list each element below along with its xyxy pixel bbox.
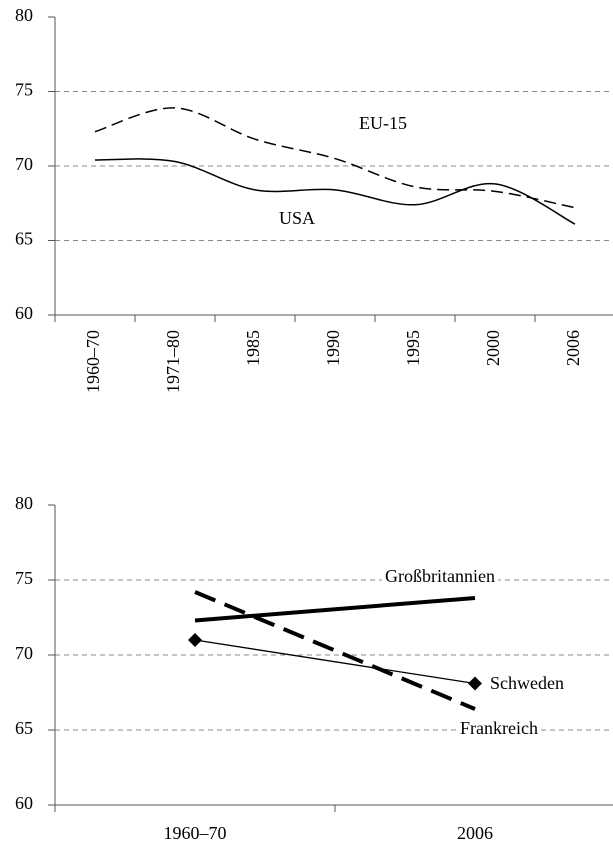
series-label: USA: [279, 208, 315, 228]
series-label: Schweden: [490, 673, 564, 693]
x-tick-label: 2006: [457, 823, 493, 843]
x-tick-label: 1960–70: [164, 823, 227, 843]
y-tick-label: 80: [15, 5, 33, 25]
series-label: Frankreich: [460, 718, 538, 738]
y-tick-label: 60: [15, 303, 33, 323]
y-tick-label: 80: [15, 493, 33, 513]
label-bg: [275, 208, 319, 229]
series-line: [194, 639, 476, 685]
x-tick-label: 1971–80: [163, 330, 183, 393]
series-line: [194, 596, 476, 623]
series-line: [94, 158, 576, 225]
y-tick-label: 65: [15, 718, 33, 738]
label-bg: [382, 566, 498, 587]
y-tick-label: 65: [15, 229, 33, 249]
x-tick-label: 1990: [323, 330, 343, 366]
label-bg: [457, 718, 541, 739]
y-tick-label: 75: [15, 80, 33, 100]
series-line: [94, 107, 576, 209]
label-bg: [487, 673, 567, 694]
y-tick-label: 75: [15, 568, 33, 588]
y-tick-label: 60: [15, 793, 33, 813]
series-label: Großbritannien: [385, 566, 495, 586]
series-label: EU-15: [359, 113, 407, 133]
x-tick-label: 1985: [243, 330, 263, 366]
x-tick-label: 1995: [403, 330, 423, 366]
label-bg: [356, 113, 410, 134]
marker: [188, 633, 202, 647]
marker: [468, 676, 482, 691]
x-tick-label: 1960–70: [83, 330, 103, 393]
y-tick-label: 70: [15, 643, 33, 663]
x-tick-label: 2006: [563, 330, 583, 366]
x-tick-label: 2000: [483, 330, 503, 366]
series-line: [194, 590, 476, 711]
y-tick-label: 70: [15, 154, 33, 174]
